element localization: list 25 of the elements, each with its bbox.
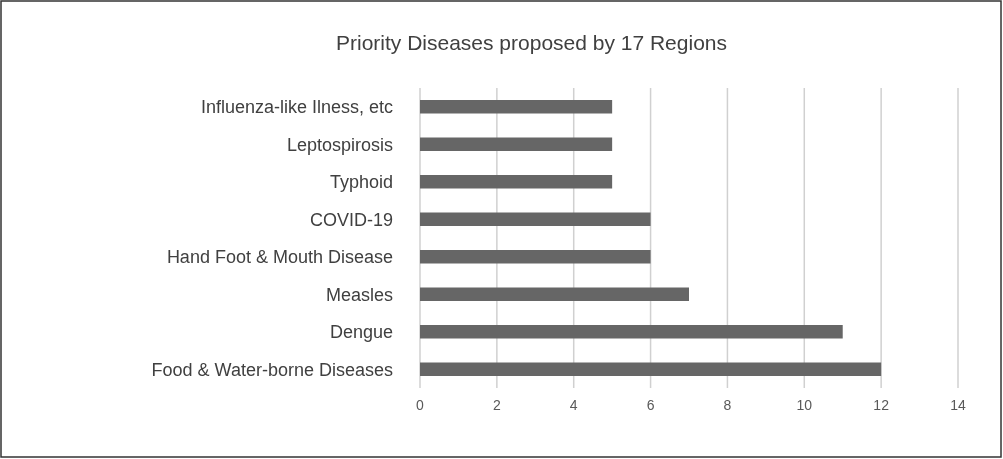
y-tick-label: Food & Water-borne Diseases	[151, 359, 393, 380]
x-tick-label: 8	[723, 397, 732, 413]
y-tick-label: Influenza-like Ilness, etc	[200, 97, 393, 118]
x-tick-label: 2	[492, 397, 501, 413]
bar	[420, 250, 651, 264]
bar	[420, 325, 843, 339]
x-tick-label: 14	[950, 397, 966, 413]
bar	[420, 175, 613, 189]
y-tick-label: Typhoid	[329, 172, 393, 193]
x-tick-label: 10	[796, 397, 813, 413]
chart-title: Priority Diseases proposed by 17 Regions	[335, 31, 728, 54]
bar	[420, 212, 651, 226]
y-tick-label: Leptospirosis	[286, 134, 393, 155]
bar	[420, 362, 882, 376]
bar	[420, 100, 613, 114]
bar	[420, 287, 689, 301]
y-tick-label: Hand Foot & Mouth Disease	[166, 247, 393, 268]
bar	[420, 137, 613, 151]
y-tick-label: Measles	[325, 284, 393, 305]
x-tick-label: 6	[646, 397, 655, 413]
x-tick-label: 4	[569, 397, 578, 413]
x-tick-label: 12	[873, 397, 890, 413]
y-tick-label: COVID-19	[309, 209, 393, 230]
y-tick-label: Dengue	[329, 322, 393, 343]
x-tick-label: 0	[416, 397, 425, 413]
